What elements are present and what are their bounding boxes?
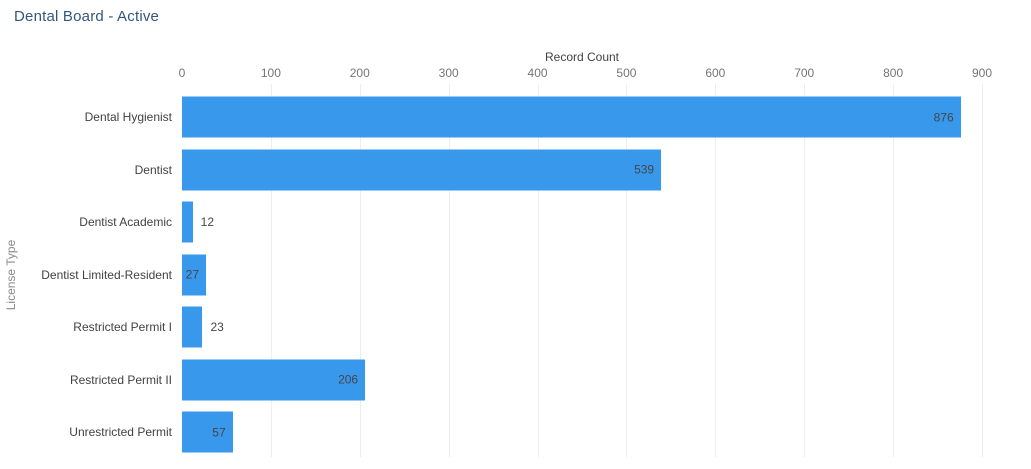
bar-row: Unrestricted Permit 57 (0, 406, 1031, 459)
bar-row: Dentist 539 (0, 144, 1031, 197)
gridline (626, 84, 628, 457)
gridline (982, 84, 983, 457)
value-label: 57 (212, 425, 226, 440)
bar-row: Dentist Limited-Resident 27 (0, 249, 1031, 302)
bar[interactable]: 57 (182, 411, 233, 453)
value-label: 27 (185, 267, 199, 282)
x-tick-label: 300 (438, 66, 459, 80)
x-tick-label: 600 (705, 66, 726, 80)
x-axis-title: Record Count (544, 50, 620, 64)
value-label: 876 (933, 110, 954, 125)
gridline (359, 84, 361, 457)
x-tick-label: 200 (349, 66, 370, 80)
x-tick-label: 700 (794, 66, 815, 80)
x-tick-label: 500 (616, 66, 637, 80)
value-label: 12 (200, 215, 215, 230)
bar-row: Restricted Permit II 206 (0, 354, 1031, 407)
page-title: Dental Board - Active (14, 8, 160, 25)
value-label: 206 (338, 372, 359, 387)
category-label: Dentist Limited-Resident (41, 267, 172, 282)
value-label: 539 (634, 162, 655, 177)
category-label: Dental Hygienist (84, 110, 172, 125)
bar[interactable]: 876 (182, 96, 961, 138)
x-tick-label: 100 (260, 66, 281, 80)
bar[interactable]: 206 (182, 359, 366, 401)
gridline (537, 84, 539, 457)
gridline (270, 84, 272, 457)
x-tick-label: 900 (971, 66, 993, 80)
gridline (893, 84, 895, 457)
bar[interactable]: 27 (182, 254, 206, 296)
bar[interactable] (182, 201, 193, 243)
bar-row: Restricted Permit I 23 (0, 301, 1031, 354)
bar[interactable] (182, 306, 203, 348)
value-label: 23 (210, 320, 224, 335)
gridline (804, 84, 806, 457)
gridline (448, 84, 450, 457)
bar-row: Dental Hygienist 876 (0, 91, 1031, 144)
x-tick-label: 800 (883, 66, 904, 80)
category-label: Unrestricted Permit (69, 425, 172, 440)
category-label: Dentist (134, 162, 172, 177)
bar-row: Dentist Academic 12 (0, 196, 1031, 249)
bar[interactable]: 539 (182, 149, 662, 191)
x-tick-label: 400 (527, 66, 548, 80)
category-label: Restricted Permit I (73, 320, 172, 335)
category-label: Dentist Academic (79, 215, 172, 230)
x-tick-label: 0 (178, 66, 186, 80)
gridline (715, 84, 717, 457)
category-label: Restricted Permit II (69, 372, 172, 387)
